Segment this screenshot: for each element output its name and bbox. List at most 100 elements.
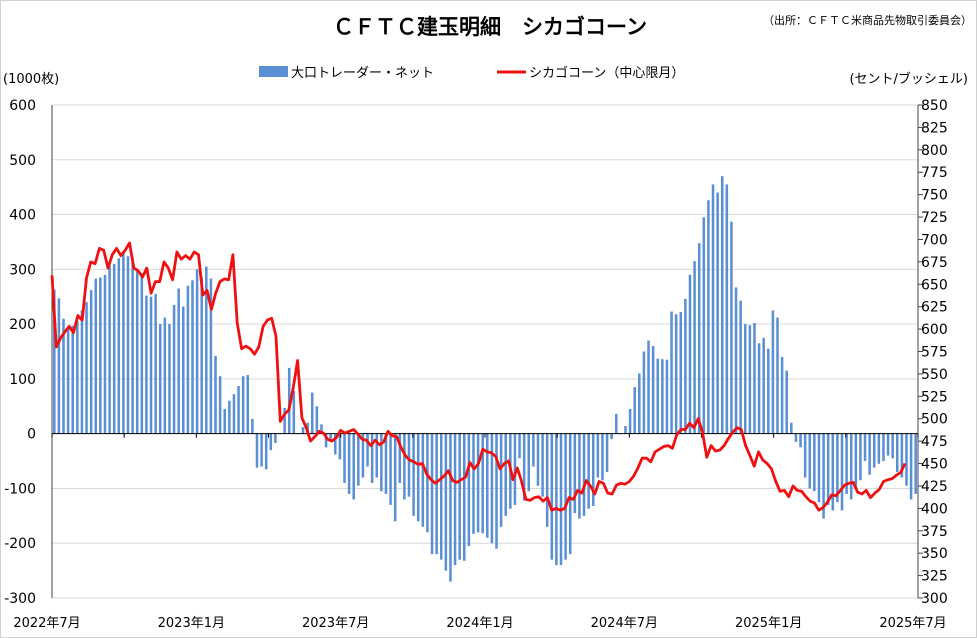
bar [439,433,443,560]
bar [564,433,567,560]
bar [53,289,56,434]
chart-title: ＣＦＴＣ建玉明細 シカゴコーン [333,15,647,39]
bar [628,409,632,434]
bar [122,252,125,434]
bar [670,311,673,434]
right-tick-label: 650 [921,277,948,293]
bar [661,359,664,434]
bar [200,277,203,434]
bar [237,386,240,434]
right-tick-label: 700 [921,232,948,248]
bar [85,302,88,434]
bar [596,433,600,478]
bar [347,433,351,494]
bar [177,288,180,434]
bar [89,290,93,434]
bar [545,433,549,527]
bar [909,433,913,500]
bar [62,318,65,434]
bar [651,346,655,434]
bar [145,295,148,434]
bar [688,274,692,434]
bar [467,433,471,546]
bar [140,273,144,434]
bar [241,376,245,434]
legend-bar-swatch [259,66,288,77]
bar [868,433,871,475]
axes [51,104,923,599]
bar [905,433,908,486]
bar [476,433,480,533]
bar [490,433,494,544]
right-tick-label: 825 [921,120,948,136]
bar [518,433,521,459]
right-tick-label: 675 [921,255,948,271]
bar [896,433,899,473]
bar [573,433,577,514]
bar [458,433,461,560]
x-tick-label: 2024年7月 [591,616,658,631]
bar [863,433,867,462]
bar [891,433,894,459]
bar [453,433,457,566]
legend: 大口トレーダー・ネット シカゴコーン（中心限月） [259,65,684,81]
right-tick-label: 325 [921,569,948,585]
right-axis-unit: (セント/ブッシェル) [849,71,968,87]
bar [191,280,194,434]
bar [601,433,604,481]
right-tick-label: 525 [921,389,948,405]
bar [76,321,79,434]
bar [66,326,70,434]
bar [232,394,236,434]
bar [251,418,254,434]
bar [366,433,369,467]
bar [389,433,392,505]
bar [697,243,701,434]
bar [449,433,452,582]
bar [826,433,830,505]
bar [435,433,438,555]
bar [154,293,157,434]
x-tick-label: 2025年7月 [879,616,946,631]
bar [352,433,355,500]
right-tick-label: 550 [921,367,948,383]
right-tick-label: 800 [921,143,948,159]
bar [158,324,162,434]
bar [859,433,862,481]
bar [338,433,342,460]
bar [223,409,226,434]
bar [412,433,415,516]
bar [568,433,572,555]
bar [550,433,554,560]
left-tick-label: -300 [4,591,36,607]
bar [776,317,779,434]
bar [357,433,360,486]
bar [472,433,475,534]
bar [743,324,747,434]
bar [486,433,489,538]
bar [536,433,540,486]
bar [195,269,199,434]
left-tick-label: 200 [9,317,36,333]
bar [822,433,825,519]
bar [845,433,848,494]
bar [246,375,250,434]
bar [762,337,765,434]
bar [642,351,646,434]
bar [831,433,835,511]
bar [214,355,217,434]
bar [380,433,383,492]
bar [426,433,429,533]
left-tick-label: 400 [9,208,36,224]
bar [578,433,581,519]
bar [301,427,305,434]
right-tick-label: 400 [921,501,948,517]
bar [882,433,885,462]
right-tick-label: 425 [921,479,948,495]
legend-line-label: シカゴコーン（中心限月） [529,65,684,81]
bar [126,256,130,434]
bar [720,176,724,434]
legend-bar-label: 大口トレーダー・ネット [291,66,434,81]
bar [591,433,595,506]
bar [269,433,273,451]
